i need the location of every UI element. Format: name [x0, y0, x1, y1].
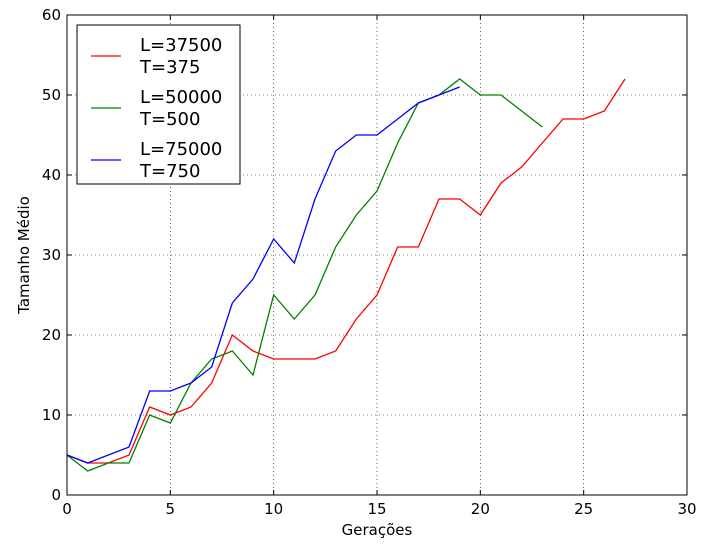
axis-ticks — [66, 14, 688, 496]
series-lines — [66, 78, 626, 472]
y-tick-label: 30 — [42, 246, 61, 264]
x-tick-label: 15 — [367, 500, 386, 518]
y-tick-label: 20 — [42, 326, 61, 344]
legend-label-2-line1: L=50000 — [140, 87, 222, 108]
x-tick-label: 30 — [677, 500, 696, 518]
legend-label-1-line1: L=37500 — [140, 35, 222, 56]
legend-label-3-line1: L=75000 — [140, 139, 222, 160]
x-tick-label: 10 — [264, 500, 283, 518]
y-tick-label: 60 — [42, 6, 61, 24]
x-tick-label: 0 — [62, 500, 72, 518]
y-axis-label: Tamanho Médio — [15, 196, 33, 315]
x-tick-label: 25 — [574, 500, 593, 518]
legend-box — [76, 24, 241, 185]
legend-label-2-line2: T=500 — [139, 109, 200, 130]
y-tick-label: 40 — [42, 166, 61, 184]
y-tick-label: 50 — [42, 86, 61, 104]
x-tick-label: 5 — [166, 500, 176, 518]
y-tick-label: 10 — [42, 406, 61, 424]
series-line-2 — [66, 78, 543, 472]
series-line-1 — [66, 78, 626, 464]
y-tick-label: 0 — [51, 486, 61, 504]
series-line-3 — [66, 86, 460, 464]
axis-tick-labels: 0 5 10 15 20 25 30 0 10 20 30 40 50 60 — [42, 6, 697, 518]
legend-label-1-line2: T=375 — [139, 57, 200, 78]
x-axis-label: Gerações — [342, 521, 413, 539]
x-tick-label: 20 — [471, 500, 490, 518]
legend-label-3-line2: T=750 — [139, 161, 200, 182]
